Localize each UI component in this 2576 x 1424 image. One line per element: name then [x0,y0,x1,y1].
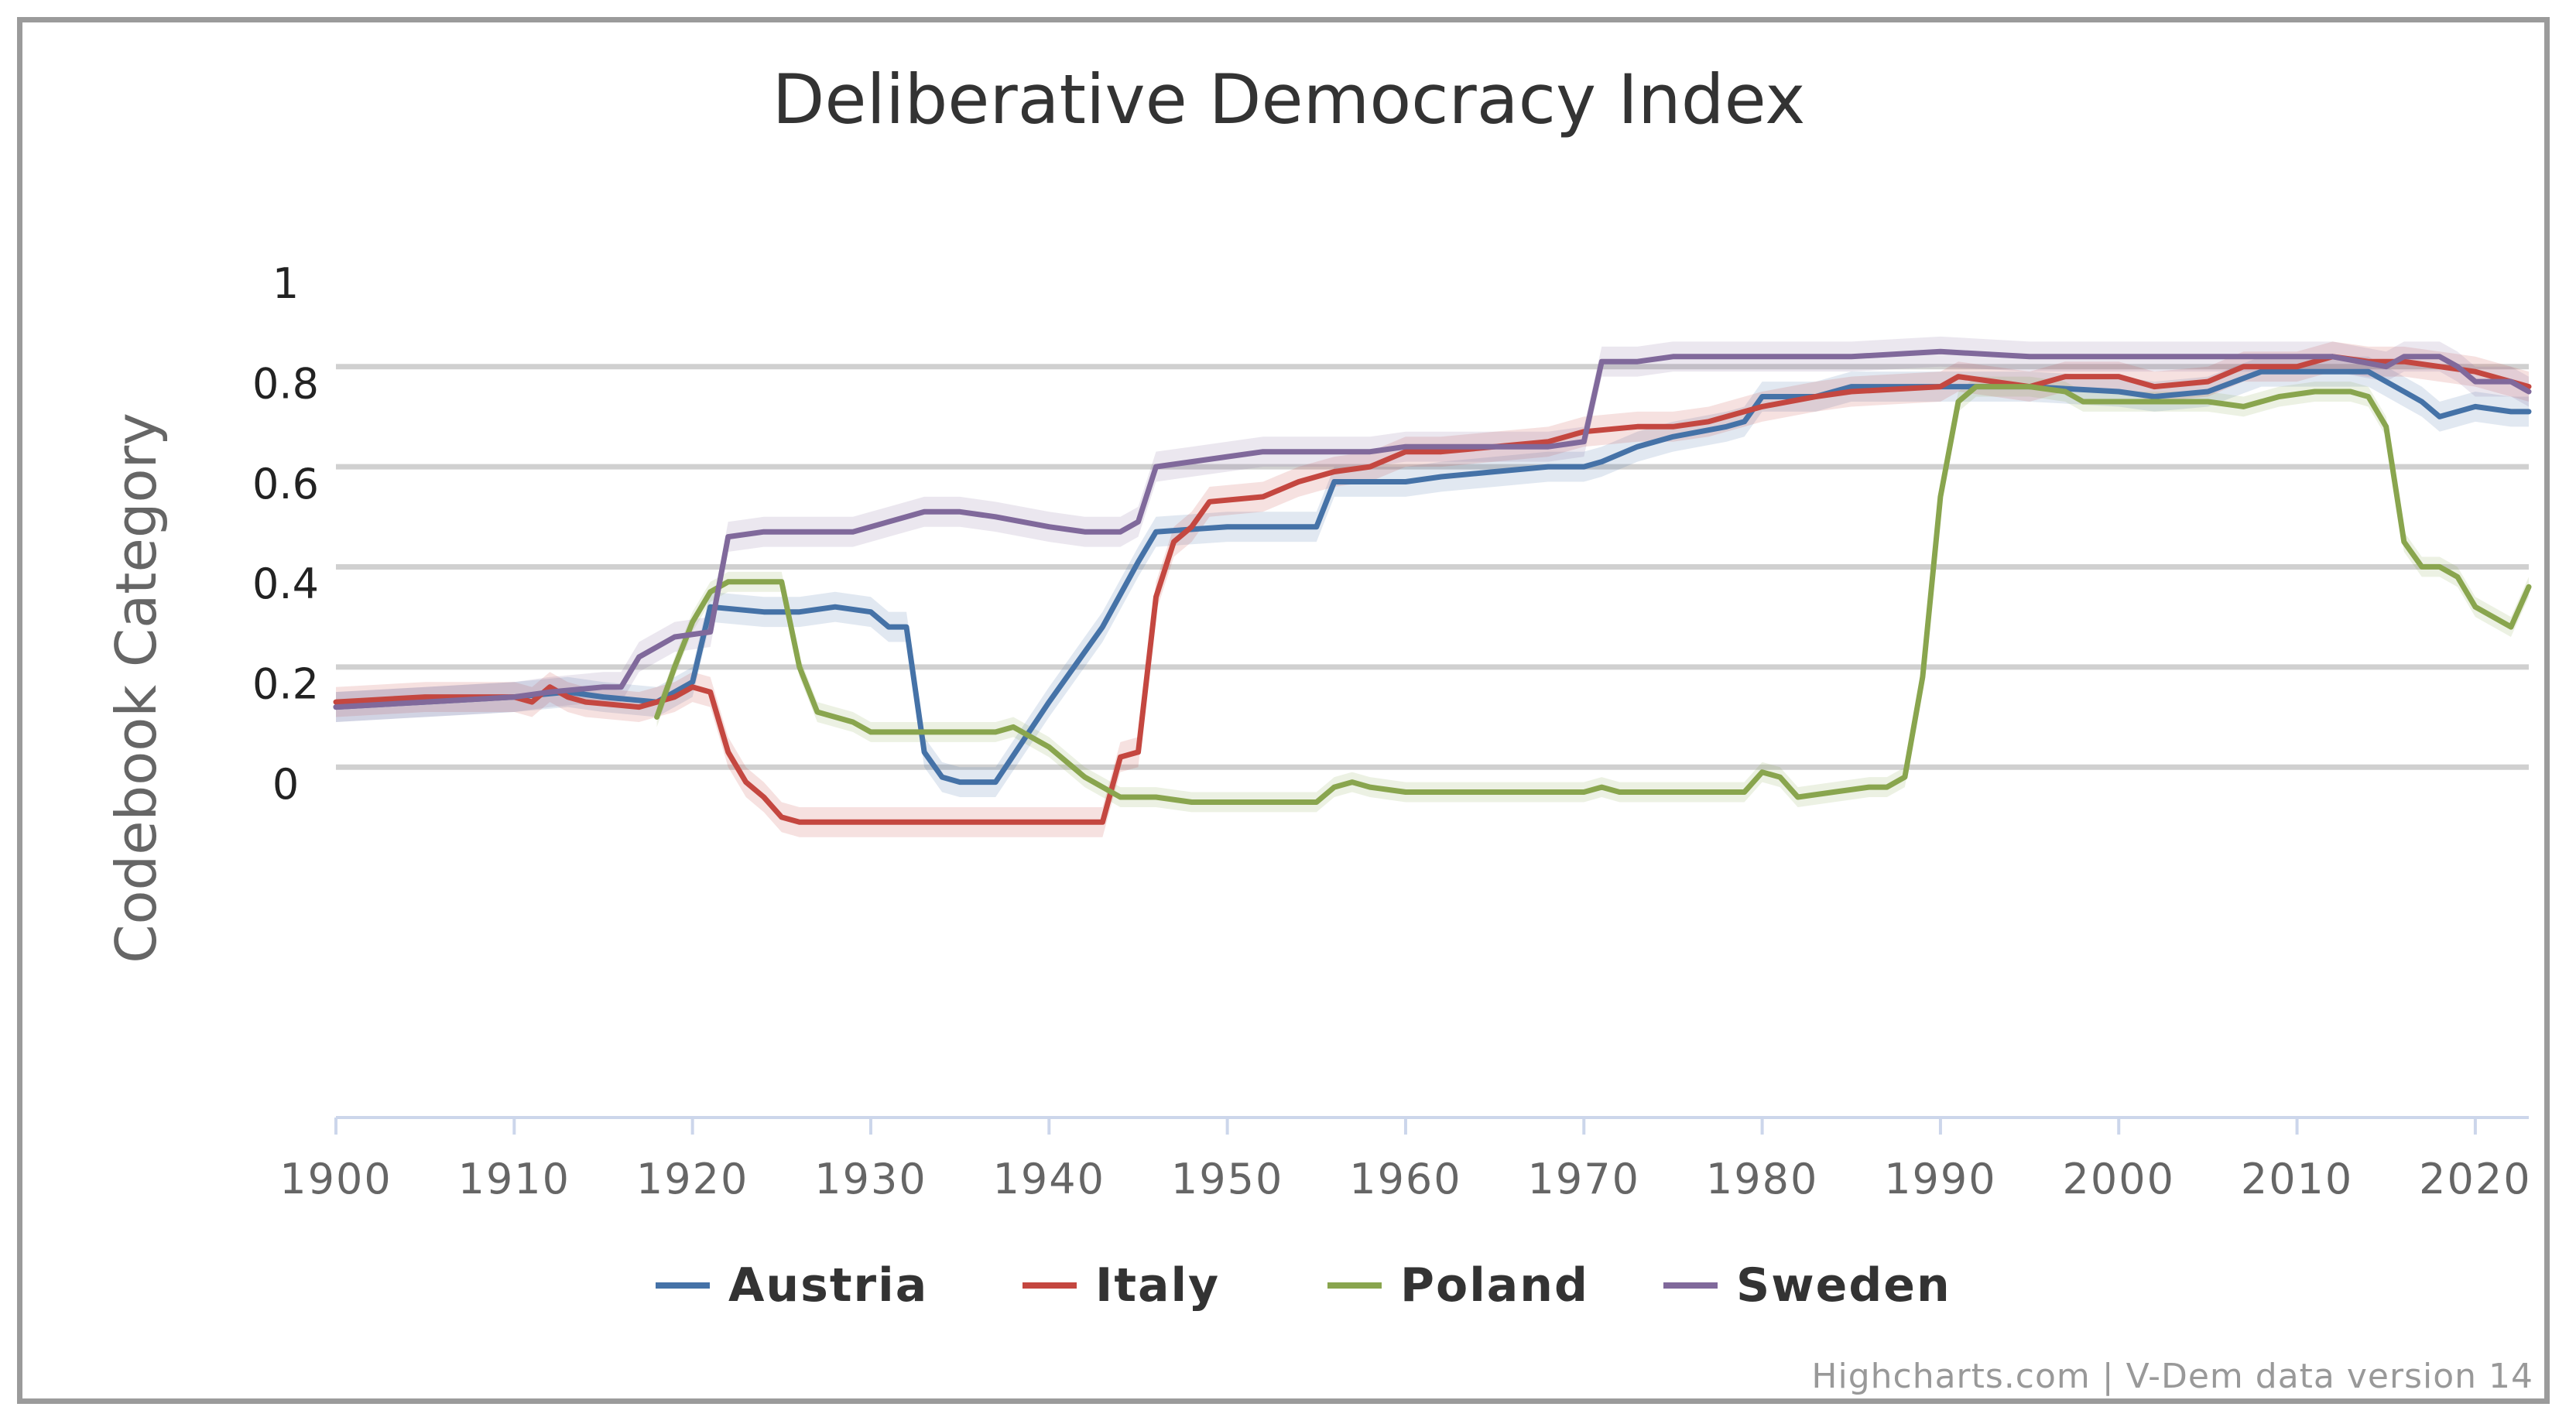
x-tick-label: 2010 [2241,1155,2353,1203]
series-line-italy[interactable] [333,354,2532,825]
series-lines [333,348,2532,825]
y-tick-label: 0.4 [252,560,319,608]
legend-item-poland[interactable]: Poland [1327,1258,1589,1313]
x-tick-label: 2000 [2063,1155,2175,1203]
band-italy [336,341,2529,837]
x-tick-label: 1930 [814,1155,927,1203]
y-tick-label: 0.2 [252,660,319,709]
legend-label-italy: Italy [1095,1258,1220,1313]
series-line-sweden[interactable] [333,348,2532,710]
series-line-poland[interactable] [654,384,2532,805]
y-tick-label: 1 [272,259,299,308]
legend-item-italy[interactable]: Italy [1023,1258,1220,1313]
x-tick-label: 1940 [993,1155,1105,1203]
band-austria [336,356,2529,797]
gridlines [336,364,2529,770]
x-tick-label: 1900 [279,1155,392,1203]
series-line-austria[interactable] [333,368,2532,786]
x-tick-label: 1910 [458,1155,570,1203]
y-tick-label: 0.6 [252,460,319,508]
x-tick-label: 1980 [1706,1155,1818,1203]
confidence-bands [336,336,2529,837]
legend[interactable]: Austria Italy Poland Sweden [656,1258,1951,1313]
x-axis-ticks: 1900 1910 1920 1930 1940 1950 1960 1970 1980 1990… [279,1118,2531,1203]
legend-label-sweden: Sweden [1736,1258,1951,1313]
legend-item-sweden[interactable]: Sweden [1663,1258,1951,1313]
legend-item-austria[interactable]: Austria [656,1258,928,1313]
chart-frame: Deliberative Democracy Index Codebook Ca… [17,17,2550,1404]
x-tick-label: 1990 [1884,1155,1996,1203]
y-axis-label: Codebook Category [104,412,169,964]
y-axis-ticks: 0 0.2 0.4 0.6 0.8 1 [252,259,319,809]
credits-text[interactable]: Highcharts.com | V-Dem data version 14 [1811,1357,2533,1396]
y-tick-label: 0 [272,760,299,809]
x-tick-label: 1960 [1349,1155,1461,1203]
x-tick-label: 1970 [1528,1155,1640,1203]
chart-title: Deliberative Democracy Index [772,60,1806,139]
x-tick-label: 2020 [2419,1155,2531,1203]
chart-canvas: Deliberative Democracy Index Codebook Ca… [104,60,2533,1396]
x-tick-label: 1920 [636,1155,748,1203]
legend-label-austria: Austria [728,1258,928,1313]
y-tick-label: 0.8 [252,359,319,408]
legend-label-poland: Poland [1400,1258,1589,1313]
x-tick-label: 1950 [1171,1155,1283,1203]
